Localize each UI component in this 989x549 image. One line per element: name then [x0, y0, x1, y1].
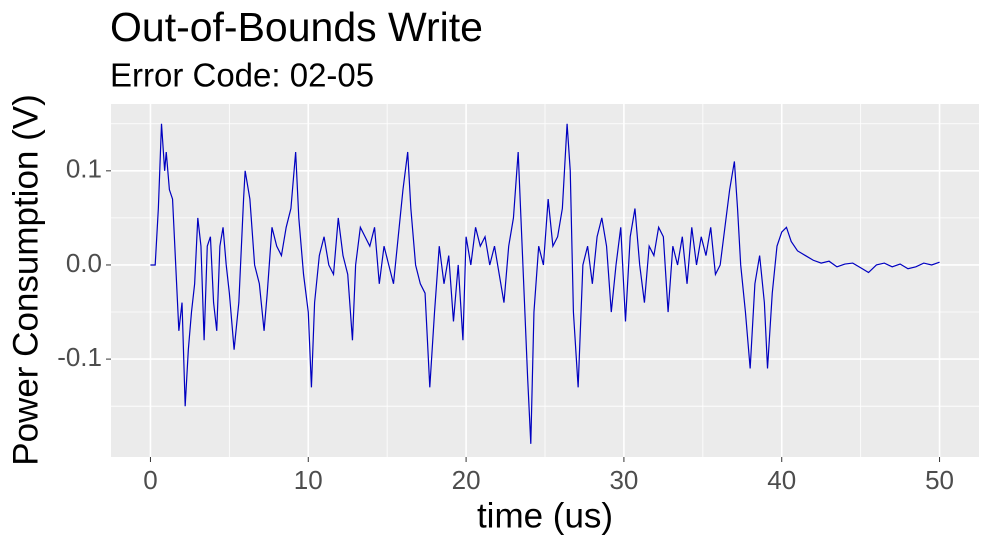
x-tick-label: 0: [143, 465, 157, 495]
x-tick-label: 50: [925, 465, 954, 495]
chart-title: Out-of-Bounds Write: [110, 4, 483, 50]
x-tick-label: 30: [609, 465, 638, 495]
x-axis-title: time (us): [477, 496, 613, 535]
y-tick-label: 0.0: [66, 248, 102, 278]
data-line: [150, 123, 940, 444]
x-tick-label: 10: [294, 465, 323, 495]
x-tick-label: 20: [452, 465, 481, 495]
y-axis-title: Power Consumption (V): [6, 94, 45, 466]
y-tick-label: 0.1: [66, 154, 102, 184]
x-tick-label: 40: [767, 465, 796, 495]
chart-subtitle: Error Code: 02-05: [110, 57, 374, 94]
y-tick-label: -0.1: [57, 342, 102, 372]
